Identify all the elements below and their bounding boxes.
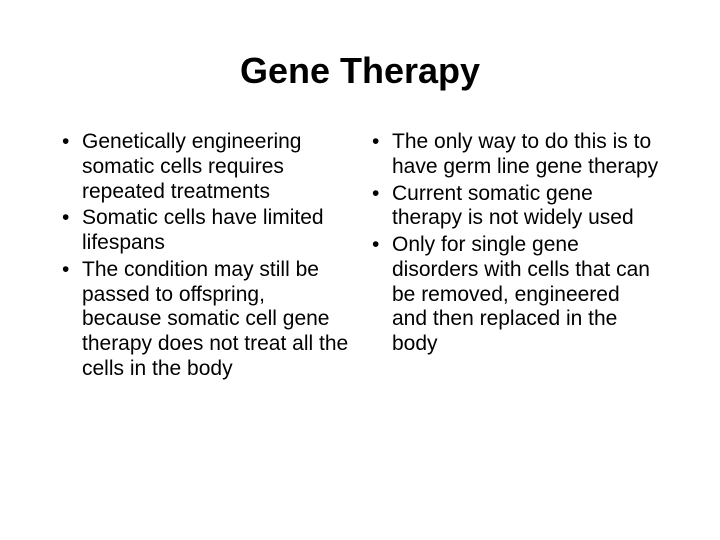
list-item: The only way to do this is to have germ … xyxy=(370,130,660,180)
list-item: Somatic cells have limited lifespans xyxy=(60,206,350,256)
list-item: Genetically engineering somatic cells re… xyxy=(60,130,350,204)
left-list: Genetically engineering somatic cells re… xyxy=(60,130,350,382)
columns: Genetically engineering somatic cells re… xyxy=(60,130,660,384)
right-list: The only way to do this is to have germ … xyxy=(370,130,660,357)
list-item: The condition may still be passed to off… xyxy=(60,258,350,382)
right-column: The only way to do this is to have germ … xyxy=(370,130,660,384)
left-column: Genetically engineering somatic cells re… xyxy=(60,130,350,384)
list-item: Only for single gene disorders with cell… xyxy=(370,233,660,357)
slide-title: Gene Therapy xyxy=(60,50,660,92)
list-item: Current somatic gene therapy is not wide… xyxy=(370,182,660,232)
slide: Gene Therapy Genetically engineering som… xyxy=(0,0,720,540)
